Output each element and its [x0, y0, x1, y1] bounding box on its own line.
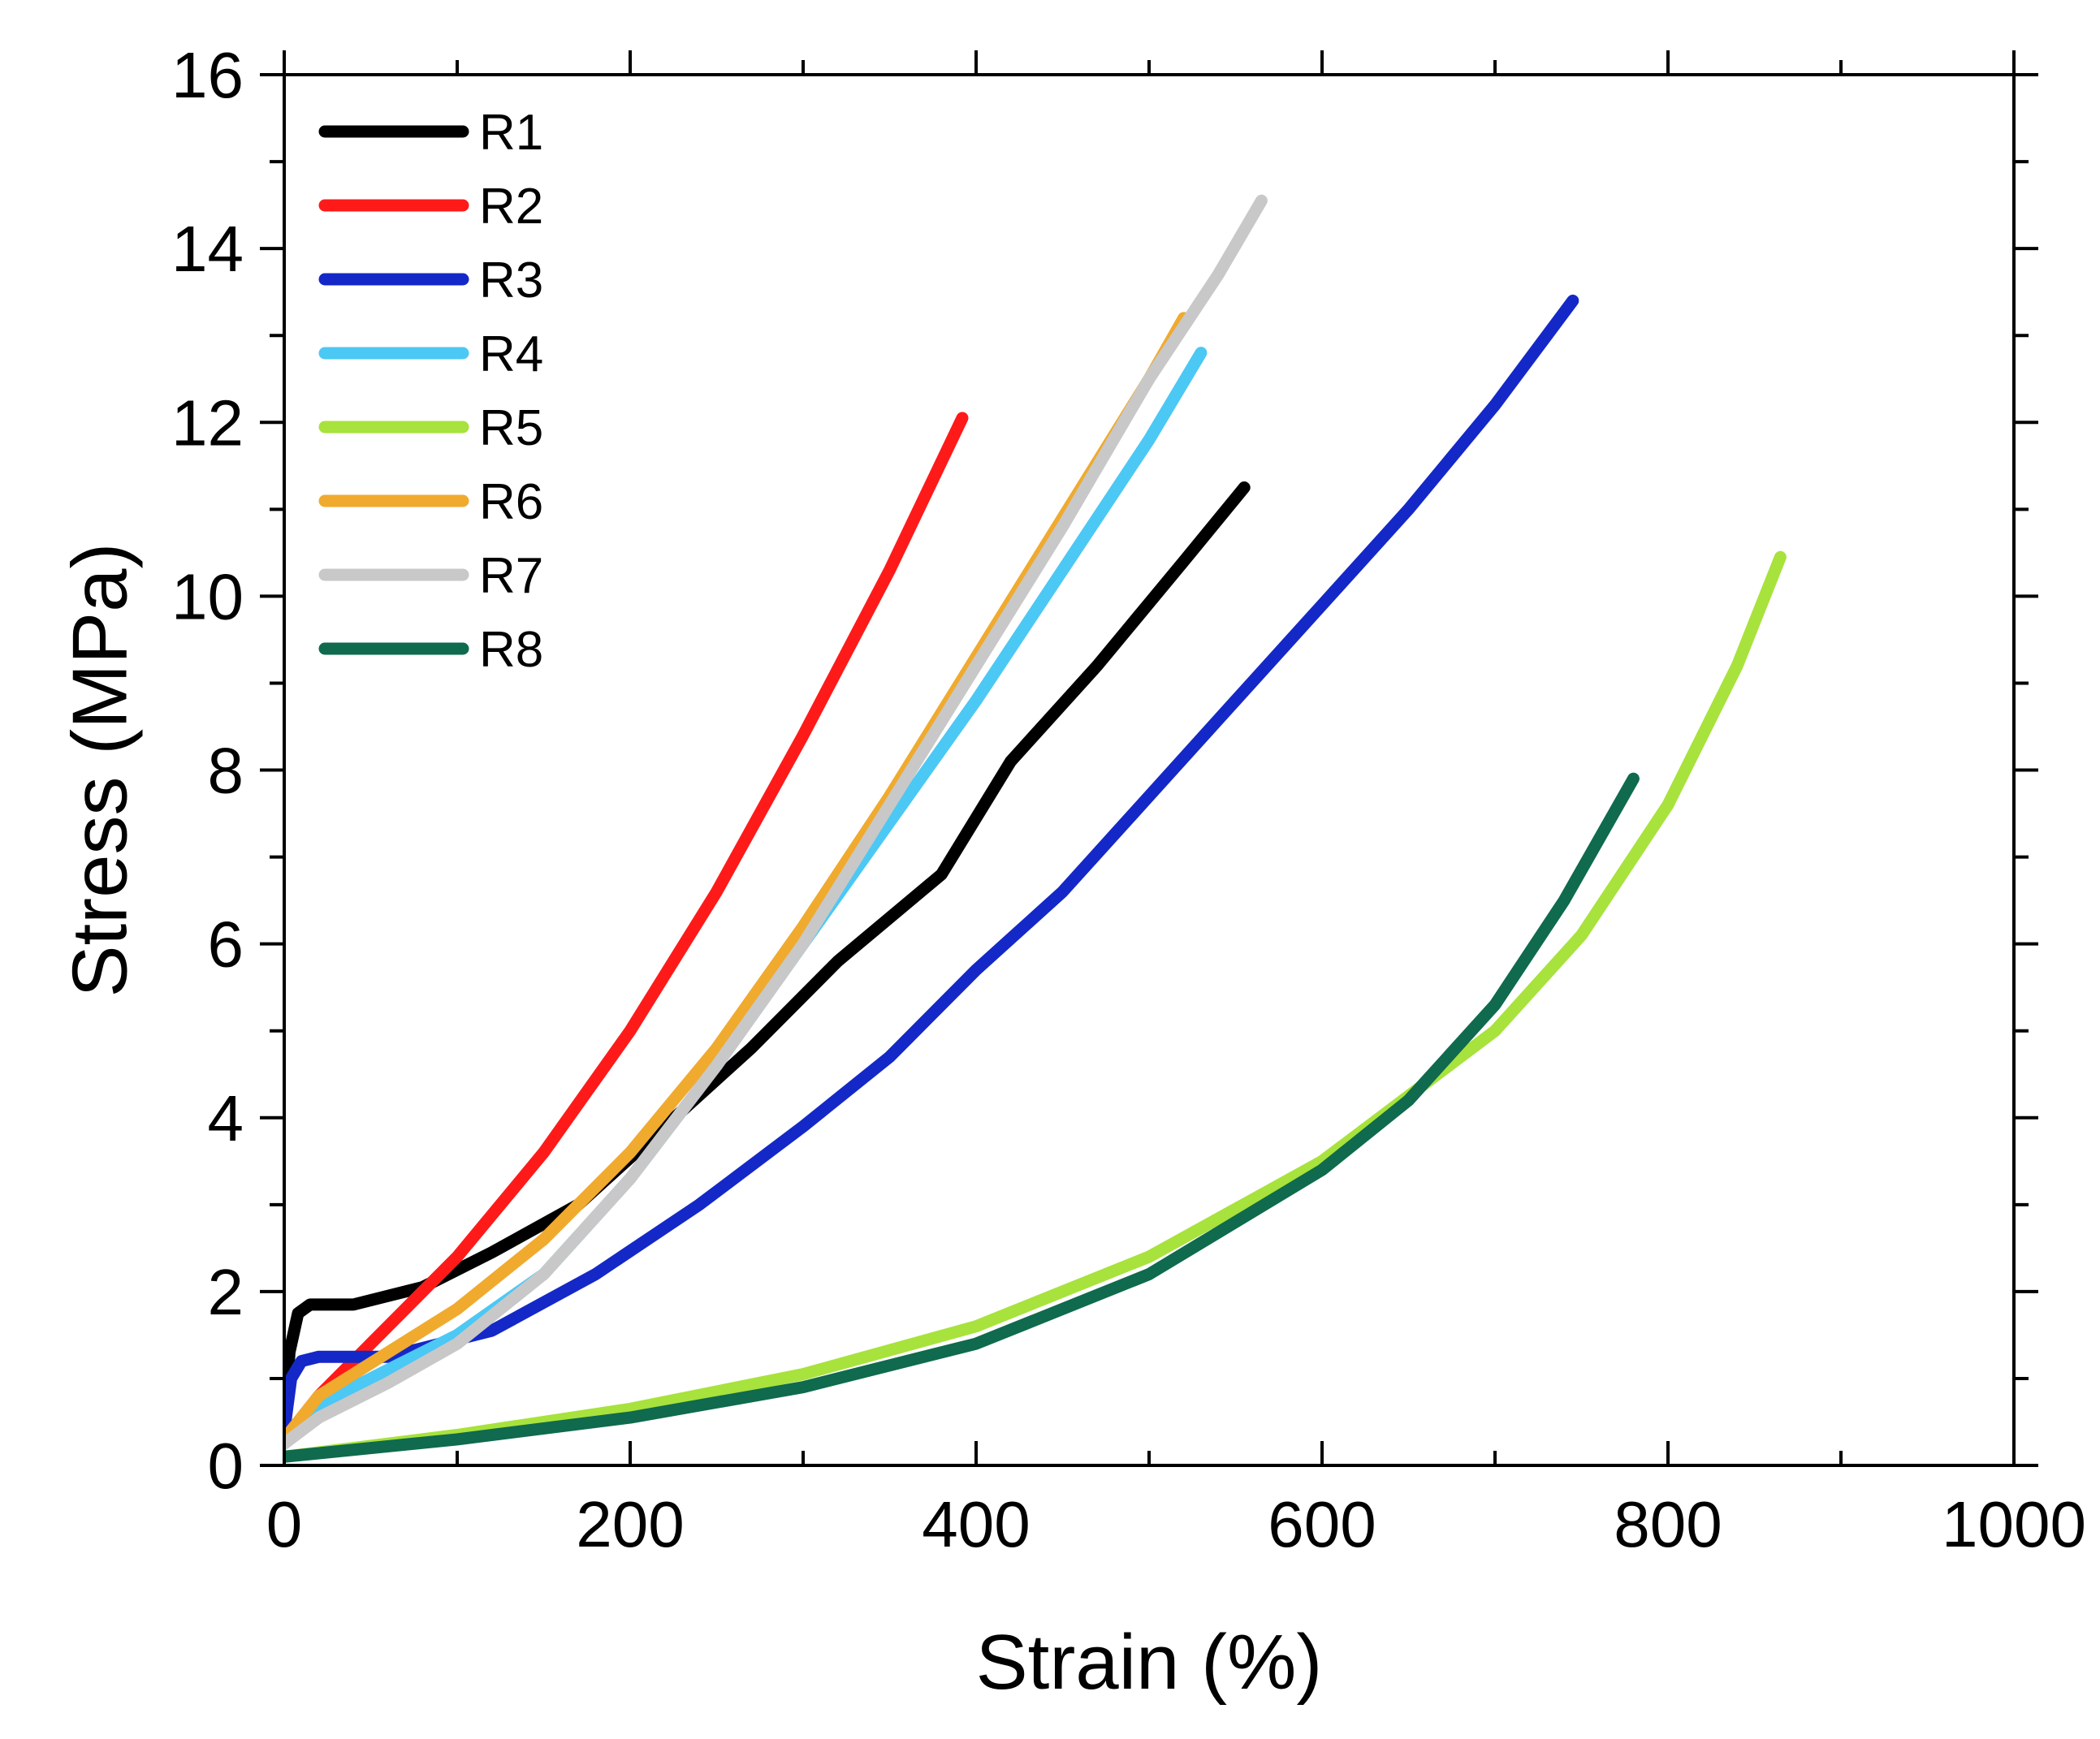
y-tick-label: 6: [208, 908, 244, 981]
x-tick-label: 0: [266, 1488, 303, 1560]
x-tick-label: 800: [1614, 1488, 1722, 1560]
y-tick-label: 2: [208, 1256, 244, 1328]
x-tick-label: 600: [1268, 1488, 1376, 1560]
legend-label-r5: R5: [479, 400, 543, 456]
series-line-r5: [284, 550, 1787, 1463]
x-tick-label: 200: [576, 1488, 684, 1560]
y-axis-title: Stress (MPa): [56, 542, 143, 997]
series-line-r8: [284, 772, 1640, 1463]
series-line-r7: [284, 194, 1268, 1450]
plot-area: [284, 194, 1787, 1463]
legend-label-r1: R1: [479, 105, 543, 161]
legend-label-r7: R7: [479, 548, 543, 604]
x-tick-label: 400: [922, 1488, 1030, 1560]
series-line-r3: [284, 294, 1579, 1437]
legend-label-r3: R3: [479, 252, 543, 309]
legend-label-r6: R6: [479, 474, 543, 530]
y-tick-label: 16: [171, 39, 244, 111]
y-tick-label: 12: [171, 386, 244, 459]
axes: 0 200 400 600 800 1000 0 2 4 6 8 10 12 14 16: [171, 39, 2086, 1560]
x-tick-label: 1000: [1942, 1488, 2086, 1560]
legend-label-r2: R2: [479, 179, 543, 235]
legend-label-r8: R8: [479, 622, 543, 678]
series-line-r6: [284, 312, 1190, 1446]
y-tick-label: 4: [208, 1082, 244, 1154]
series-line-r2: [284, 412, 969, 1446]
y-tick-label: 10: [171, 560, 244, 632]
y-tick-label: 14: [171, 213, 244, 285]
y-tick-label: 8: [208, 735, 244, 807]
legend-label-r4: R4: [479, 326, 543, 382]
x-axis-title: Strain (%): [976, 1619, 1323, 1706]
legend: R1 R2 R3 R4 R5 R6 R7 R8: [318, 105, 543, 678]
y-tick-label: 0: [208, 1430, 244, 1502]
